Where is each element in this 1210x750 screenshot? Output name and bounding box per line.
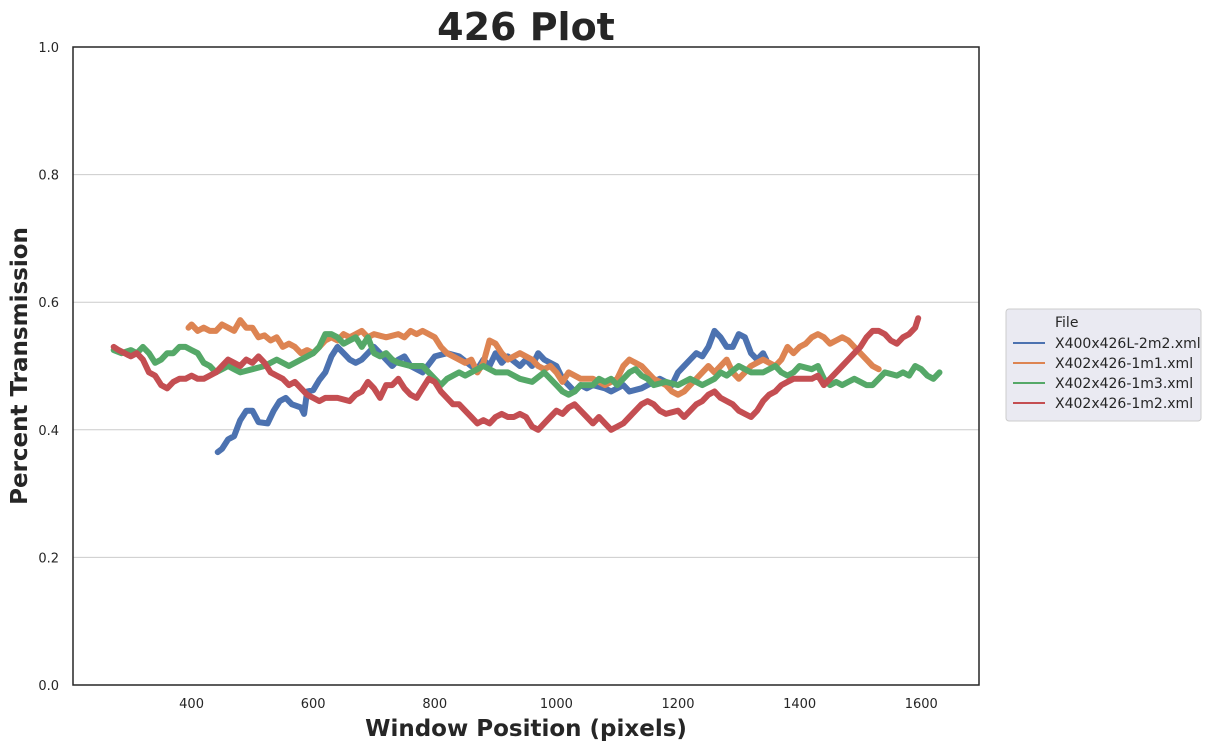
y-tick-label: 0.6	[38, 296, 59, 311]
x-tick-label: 600	[301, 697, 326, 712]
x-tick-label: 1600	[905, 697, 938, 712]
legend-title: File	[1055, 315, 1078, 331]
legend-entry-label: X402x426-1m2.xml	[1055, 396, 1193, 412]
x-axis-title: Window Position (pixels)	[365, 716, 687, 742]
y-tick-label: 1.0	[38, 41, 59, 56]
legend-entry-label: X400x426L-2m2.xml	[1055, 336, 1201, 352]
legend-box	[1005, 308, 1202, 422]
x-tick-label: 800	[422, 697, 447, 712]
y-tick-label: 0.4	[38, 424, 59, 439]
chart-title: 426 Plot	[437, 5, 615, 49]
legend-entry-label: X402x426-1m3.xml	[1055, 376, 1193, 392]
y-tick-label: 0.8	[38, 169, 59, 184]
x-tick-labels: 400 600 800 1000 1200 1400 1600	[179, 697, 938, 712]
x-tick-label: 1000	[540, 697, 573, 712]
y-tick-label: 0.0	[38, 679, 59, 694]
legend-entry-label: X402x426-1m1.xml	[1055, 356, 1193, 372]
legend: File X400x426L-2m2.xmlX402x426-1m1.xmlX4…	[1005, 308, 1202, 422]
plot-frame	[72, 46, 980, 686]
x-tick-label: 1200	[661, 697, 694, 712]
legend-entries: X400x426L-2m2.xml X402x426-1m1.xml X402x42…	[1013, 336, 1201, 412]
series-line-4	[110, 315, 922, 433]
series-lines	[110, 315, 943, 456]
y-tick-labels: 0.0 0.2 0.4 0.6 0.8 1.0	[38, 41, 59, 694]
y-tick-label: 0.2	[38, 551, 59, 566]
y-axis-title: Percent Transmission	[7, 227, 33, 505]
x-tick-label: 1400	[783, 697, 816, 712]
x-tick-label: 400	[179, 697, 204, 712]
